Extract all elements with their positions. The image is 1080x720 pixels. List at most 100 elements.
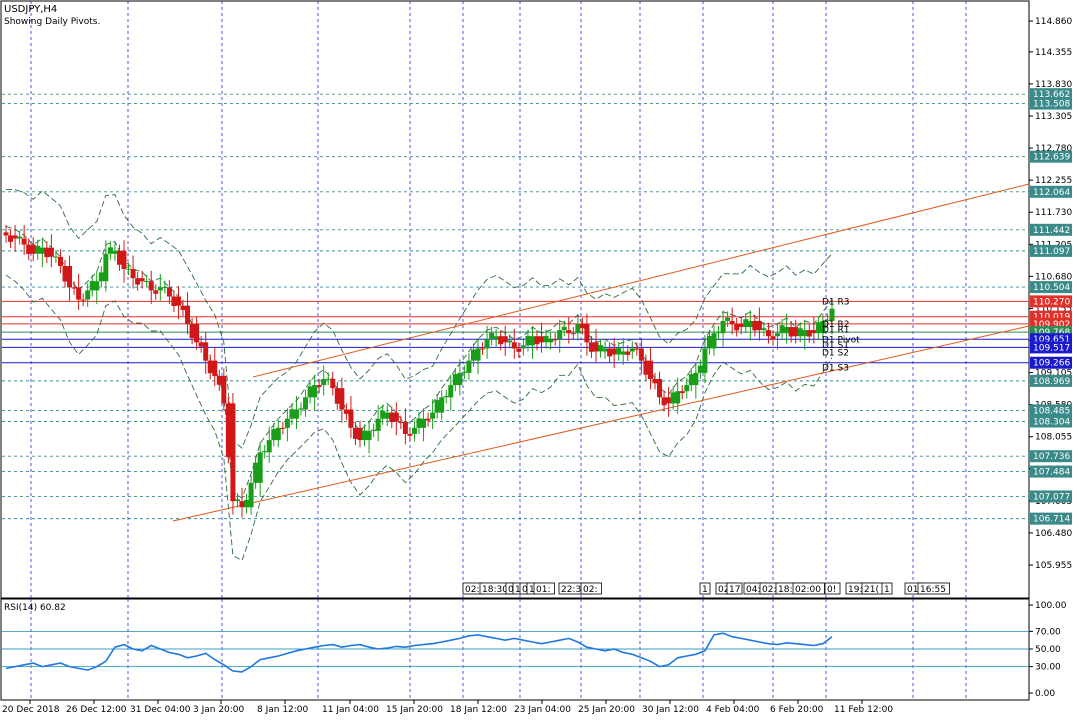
candle-body [198, 342, 204, 347]
candle-body [116, 250, 122, 265]
candle-body [216, 375, 222, 385]
time-label: 15 Jan 20:00 [386, 705, 443, 715]
candle-body [366, 430, 372, 441]
candle-body [398, 421, 404, 423]
rsi-title: RSI(14) 60.82 [4, 603, 66, 613]
candle-body [280, 427, 286, 429]
price-tag-label: 108.485 [1033, 406, 1070, 416]
upper-band [6, 189, 833, 449]
candle-body [761, 328, 767, 331]
rsi-tick-label: 30.00 [1035, 663, 1061, 673]
lower-trendline[interactable] [172, 325, 1030, 522]
candle-body [688, 374, 694, 386]
candle-body [802, 330, 808, 337]
price-tag-label: 108.304 [1033, 418, 1070, 428]
session-label: 21( [864, 585, 879, 595]
session-label: 16:55 [920, 585, 946, 595]
price-tick-label: 111.730 [1035, 208, 1072, 218]
candle-body [275, 427, 281, 441]
time-label: 23 Jan 04:00 [514, 705, 571, 715]
candle-body [339, 388, 345, 410]
candle-body [625, 351, 631, 355]
session-label: 02: [465, 585, 479, 595]
price-tag-label: 112.064 [1033, 188, 1070, 198]
session-label: 0 [508, 585, 514, 595]
candle-body [80, 299, 86, 301]
candle-body [76, 287, 82, 300]
candle-body [588, 342, 594, 352]
price-tick-label: 110.680 [1035, 272, 1072, 282]
price-tag-bg [1030, 97, 1072, 110]
candle-body [675, 391, 681, 404]
candle-body [17, 236, 23, 239]
price-tag-label: 107.077 [1033, 492, 1070, 502]
upper-trendline[interactable] [252, 183, 1030, 378]
candle-body [8, 235, 14, 242]
candle-body [30, 244, 36, 254]
price-tag-bg [1030, 374, 1072, 387]
candle-body [325, 378, 331, 380]
candle-body [330, 378, 336, 389]
candle-body [44, 247, 50, 258]
session-label: 22:30 [561, 585, 587, 595]
candle-body [756, 320, 762, 331]
price-tag-label: 113.508 [1033, 100, 1070, 110]
price-tick-label: 110.155 [1035, 304, 1072, 314]
candle-body [647, 360, 653, 379]
candle-body [384, 412, 390, 419]
candle-body [343, 409, 349, 414]
candle-body [212, 360, 218, 376]
session-box [792, 582, 825, 595]
price-tick-label: 113.830 [1035, 80, 1072, 90]
price-tag-label: 109.651 [1033, 335, 1070, 345]
candle-body [480, 348, 486, 350]
candle-body [543, 335, 549, 343]
price-tick-label: 112.255 [1035, 176, 1072, 186]
candle-body [244, 499, 250, 508]
candle-body [194, 324, 200, 343]
session-box [580, 582, 602, 595]
candle-body [316, 385, 322, 387]
candle-body [439, 397, 445, 413]
candle-body [407, 433, 413, 436]
candle-body [362, 430, 368, 441]
candle-body [35, 245, 41, 254]
candle-body [638, 348, 644, 361]
candle-body [788, 327, 794, 337]
candle-body [552, 339, 558, 341]
candle-body [711, 333, 717, 349]
price-tag-label: 111.442 [1033, 226, 1070, 236]
candle-body [348, 409, 354, 428]
lower-band [5, 274, 833, 562]
candle-body [561, 326, 567, 331]
session-label: 02:00 [795, 585, 821, 595]
rsi-panel[interactable]: RSI(14) 60.82 100.00 70.00 50.00 30.00 0.00 [0, 598, 1067, 701]
candle-body [584, 324, 590, 343]
candle-body [139, 278, 145, 282]
rsi-levels [2, 630, 1029, 668]
time-label: 25 Jan 20:00 [578, 705, 635, 715]
candle-body [634, 348, 640, 350]
price-tag-bg [1030, 415, 1072, 428]
candle-body [824, 319, 830, 321]
session-label: 02: [583, 585, 597, 595]
price-tag-label: 108.969 [1033, 377, 1070, 387]
candle-body [203, 342, 209, 361]
candle-body [793, 327, 799, 337]
candle-body [765, 330, 771, 337]
candle-body [489, 332, 495, 340]
price-tag-bg [1030, 465, 1072, 478]
price-tag-bg [1030, 490, 1072, 503]
session-label: 18:30 [482, 585, 508, 595]
candle-body [661, 397, 667, 406]
candle-body [293, 409, 299, 419]
time-label: 8 Jan 12:00 [257, 705, 309, 715]
time-label: 11 Jan 04:00 [322, 705, 379, 715]
session-label: 02: [718, 585, 732, 595]
candle-body [230, 403, 236, 502]
candle-body [166, 287, 172, 297]
time-label: 18 Jan 12:00 [450, 705, 507, 715]
